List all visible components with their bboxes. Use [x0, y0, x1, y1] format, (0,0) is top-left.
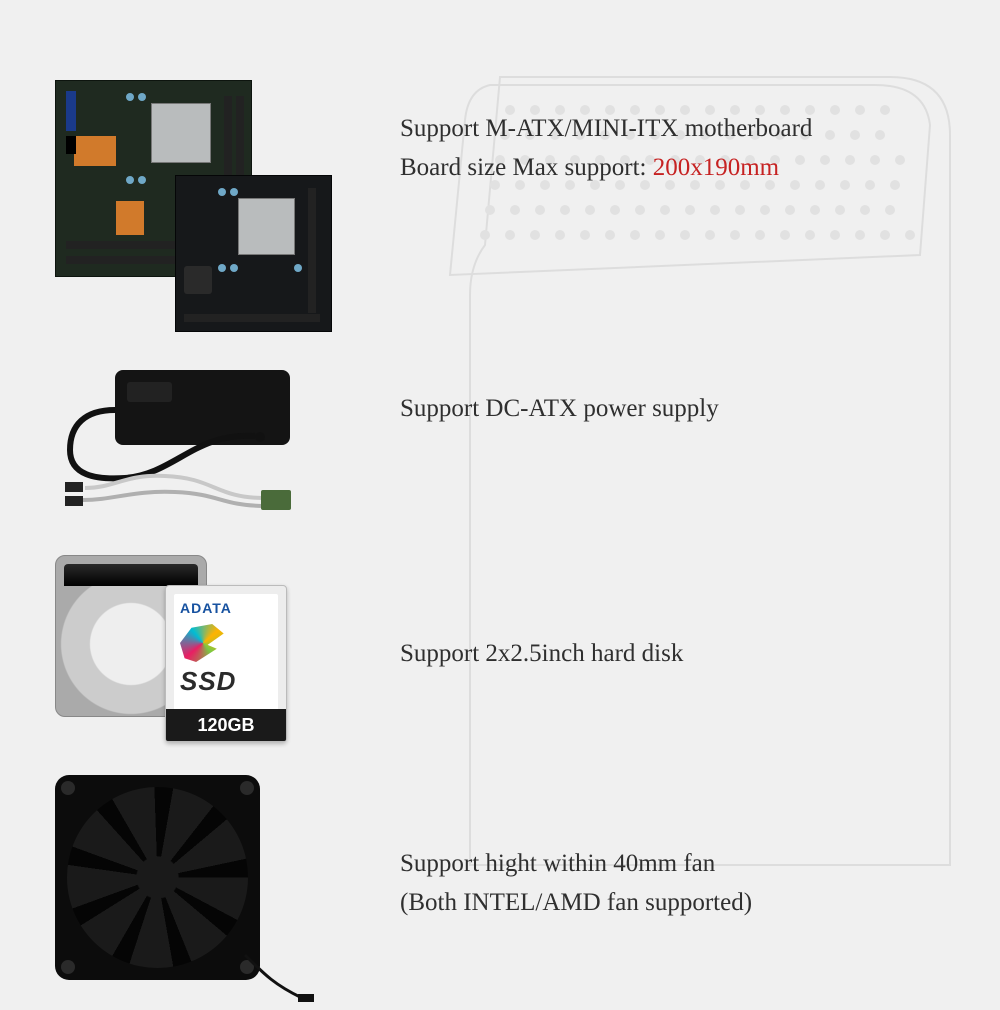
fan-text: Support hight within 40mm fan (Both INTE…: [400, 845, 960, 923]
hummingbird-icon: [180, 624, 226, 662]
psu-line1: Support DC-ATX power supply: [400, 390, 960, 429]
mobo-line2: Board size Max support: 200x190mm: [400, 149, 960, 188]
fan-line2: (Both INTEL/AMD fan supported): [400, 884, 960, 923]
ssd-icon: ADATA SSD 120GB: [165, 585, 287, 742]
disk-image: ADATA SSD 120GB: [55, 555, 345, 750]
disk-text: Support 2x2.5inch hard disk: [400, 635, 960, 674]
fan-line1: Support hight within 40mm fan: [400, 845, 960, 884]
case-outline: [430, 65, 960, 885]
mobo-size-highlight: 200x190mm: [653, 154, 779, 181]
psu-text: Support DC-ATX power supply: [400, 390, 960, 429]
ssd-text: SSD: [180, 666, 274, 697]
fan-icon: [55, 775, 260, 980]
psu-cables-icon: [55, 370, 345, 510]
psu-image: [55, 370, 345, 510]
ssd-capacity: 120GB: [197, 715, 254, 736]
fan-image: [55, 775, 345, 990]
itx-board-icon: [175, 175, 332, 332]
mobo-line2-prefix: Board size Max support:: [400, 154, 653, 181]
ssd-brand: ADATA: [180, 600, 274, 616]
fan-cable-icon: [240, 950, 320, 1010]
row-disk: ADATA SSD 120GB Support 2x2.5inch hard d…: [55, 555, 345, 750]
row-fan: Support hight within 40mm fan (Both INTE…: [55, 775, 345, 990]
mobo-line1: Support M-ATX/MINI-ITX motherboard: [400, 110, 960, 149]
motherboard-text: Support M-ATX/MINI-ITX motherboard Board…: [400, 110, 960, 188]
row-motherboard: Support M-ATX/MINI-ITX motherboard Board…: [55, 80, 345, 340]
disk-line1: Support 2x2.5inch hard disk: [400, 635, 960, 674]
infographic-canvas: Support M-ATX/MINI-ITX motherboard Board…: [0, 0, 1000, 1000]
row-psu: Support DC-ATX power supply: [55, 370, 345, 510]
motherboard-image: [55, 80, 345, 340]
